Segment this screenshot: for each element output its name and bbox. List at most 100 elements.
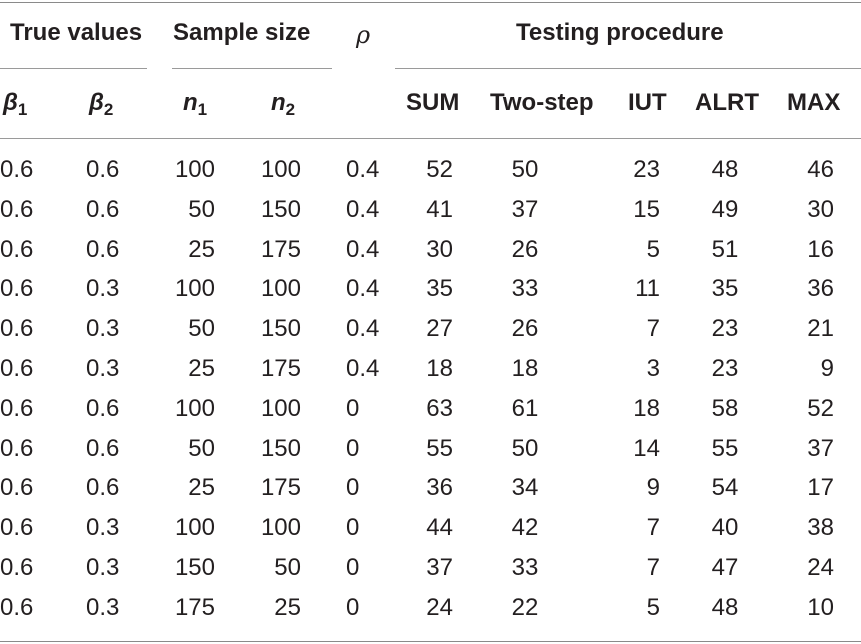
cell-beta1: 0.6 bbox=[0, 355, 34, 382]
cell-alrt: 23 bbox=[711, 355, 739, 382]
cell-max: 36 bbox=[807, 275, 834, 302]
cell-iut: 5 bbox=[646, 236, 660, 263]
sample-size-rule bbox=[172, 68, 332, 69]
cell-sum: 52 bbox=[426, 156, 453, 183]
cell-rho: 0 bbox=[346, 594, 360, 621]
cell-n2: 150 bbox=[260, 435, 301, 462]
cell-sum: 37 bbox=[426, 554, 453, 581]
cell-n1: 25 bbox=[188, 236, 215, 263]
cell-max: 16 bbox=[807, 236, 834, 263]
cell-n1: 175 bbox=[174, 594, 215, 621]
cell-n1: 25 bbox=[188, 474, 215, 501]
header-iut: IUT bbox=[628, 89, 667, 116]
cell-rho: 0.4 bbox=[346, 315, 380, 342]
cell-beta2: 0.3 bbox=[86, 554, 120, 581]
cell-two-step: 50 bbox=[511, 156, 539, 183]
header-true-values: True values bbox=[10, 19, 143, 46]
cell-sum: 36 bbox=[426, 474, 453, 501]
cell-beta1: 0.6 bbox=[0, 275, 34, 302]
cell-iut: 15 bbox=[633, 196, 660, 223]
cell-alrt: 49 bbox=[711, 196, 739, 223]
cell-n2: 100 bbox=[260, 156, 301, 183]
cell-n2: 150 bbox=[260, 315, 301, 342]
cell-sum: 30 bbox=[426, 236, 453, 263]
cell-iut: 7 bbox=[646, 554, 660, 581]
header-testing-procedure: Testing procedure bbox=[516, 19, 724, 46]
cell-n1: 100 bbox=[174, 156, 215, 183]
header-alrt: ALRT bbox=[695, 89, 759, 116]
cell-two-step: 33 bbox=[511, 554, 539, 581]
cell-beta2: 0.6 bbox=[86, 156, 120, 183]
cell-two-step: 61 bbox=[511, 395, 539, 422]
cell-iut: 14 bbox=[633, 435, 660, 462]
cell-iut: 9 bbox=[646, 474, 660, 501]
cell-beta2: 0.6 bbox=[86, 435, 120, 462]
cell-iut: 3 bbox=[646, 355, 660, 382]
cell-beta2: 0.3 bbox=[86, 315, 120, 342]
cell-iut: 7 bbox=[646, 315, 660, 342]
header-rho: ρ bbox=[356, 21, 371, 49]
cell-rho: 0 bbox=[346, 474, 360, 501]
cell-sum: 24 bbox=[426, 594, 453, 621]
cell-beta2: 0.3 bbox=[86, 514, 120, 541]
cell-rho: 0 bbox=[346, 395, 360, 422]
cell-n2: 25 bbox=[274, 594, 301, 621]
cell-two-step: 22 bbox=[511, 594, 539, 621]
cell-n2: 100 bbox=[260, 275, 301, 302]
cell-n1: 50 bbox=[188, 315, 215, 342]
cell-beta1: 0.6 bbox=[0, 554, 34, 581]
cell-iut: 18 bbox=[633, 395, 660, 422]
cell-beta2: 0.6 bbox=[86, 395, 120, 422]
cell-sum: 55 bbox=[426, 435, 453, 462]
cell-beta1: 0.6 bbox=[0, 196, 34, 223]
cell-n1: 50 bbox=[188, 435, 215, 462]
header-n2: n2 bbox=[271, 89, 296, 119]
bottom-rule bbox=[0, 641, 861, 642]
cell-beta2: 0.3 bbox=[86, 594, 120, 621]
cell-alrt: 40 bbox=[711, 514, 739, 541]
cell-sum: 18 bbox=[426, 355, 453, 382]
cell-n1: 100 bbox=[174, 275, 215, 302]
cell-iut: 5 bbox=[646, 594, 660, 621]
cell-beta1: 0.6 bbox=[0, 474, 34, 501]
cell-iut: 23 bbox=[633, 156, 660, 183]
cell-iut: 7 bbox=[646, 514, 660, 541]
cell-two-step: 50 bbox=[511, 435, 539, 462]
cell-beta1: 0.6 bbox=[0, 395, 34, 422]
cell-n1: 50 bbox=[188, 196, 215, 223]
cell-beta1: 0.6 bbox=[0, 236, 34, 263]
cell-n2: 100 bbox=[260, 514, 301, 541]
cell-rho: 0.4 bbox=[346, 196, 380, 223]
cell-max: 46 bbox=[807, 156, 834, 183]
cell-two-step: 33 bbox=[511, 275, 539, 302]
cell-max: 10 bbox=[807, 594, 834, 621]
cell-max: 17 bbox=[807, 474, 834, 501]
cell-beta2: 0.3 bbox=[86, 355, 120, 382]
cell-sum: 41 bbox=[426, 196, 453, 223]
header-sample-size: Sample size bbox=[173, 19, 311, 46]
cell-beta1: 0.6 bbox=[0, 315, 34, 342]
cell-alrt: 47 bbox=[711, 554, 739, 581]
cell-n2: 175 bbox=[260, 236, 301, 263]
cell-max: 9 bbox=[820, 355, 834, 382]
cell-rho: 0.4 bbox=[346, 156, 380, 183]
cell-max: 37 bbox=[807, 435, 834, 462]
cell-sum: 63 bbox=[426, 395, 453, 422]
cell-max: 38 bbox=[807, 514, 834, 541]
header-two-step: Two-step bbox=[490, 89, 594, 116]
cell-rho: 0.4 bbox=[346, 236, 380, 263]
cell-beta2: 0.6 bbox=[86, 236, 120, 263]
cell-max: 21 bbox=[807, 315, 834, 342]
cell-rho: 0 bbox=[346, 554, 360, 581]
cell-alrt: 48 bbox=[711, 594, 739, 621]
cell-sum: 27 bbox=[426, 315, 453, 342]
top-rule bbox=[0, 2, 861, 3]
cell-two-step: 26 bbox=[511, 236, 539, 263]
header-n1: n1 bbox=[183, 89, 208, 119]
cell-rho: 0 bbox=[346, 435, 360, 462]
cell-n1: 100 bbox=[174, 514, 215, 541]
cell-beta1: 0.6 bbox=[0, 514, 34, 541]
cell-max: 30 bbox=[807, 196, 834, 223]
cell-beta1: 0.6 bbox=[0, 156, 34, 183]
cell-beta1: 0.6 bbox=[0, 594, 34, 621]
